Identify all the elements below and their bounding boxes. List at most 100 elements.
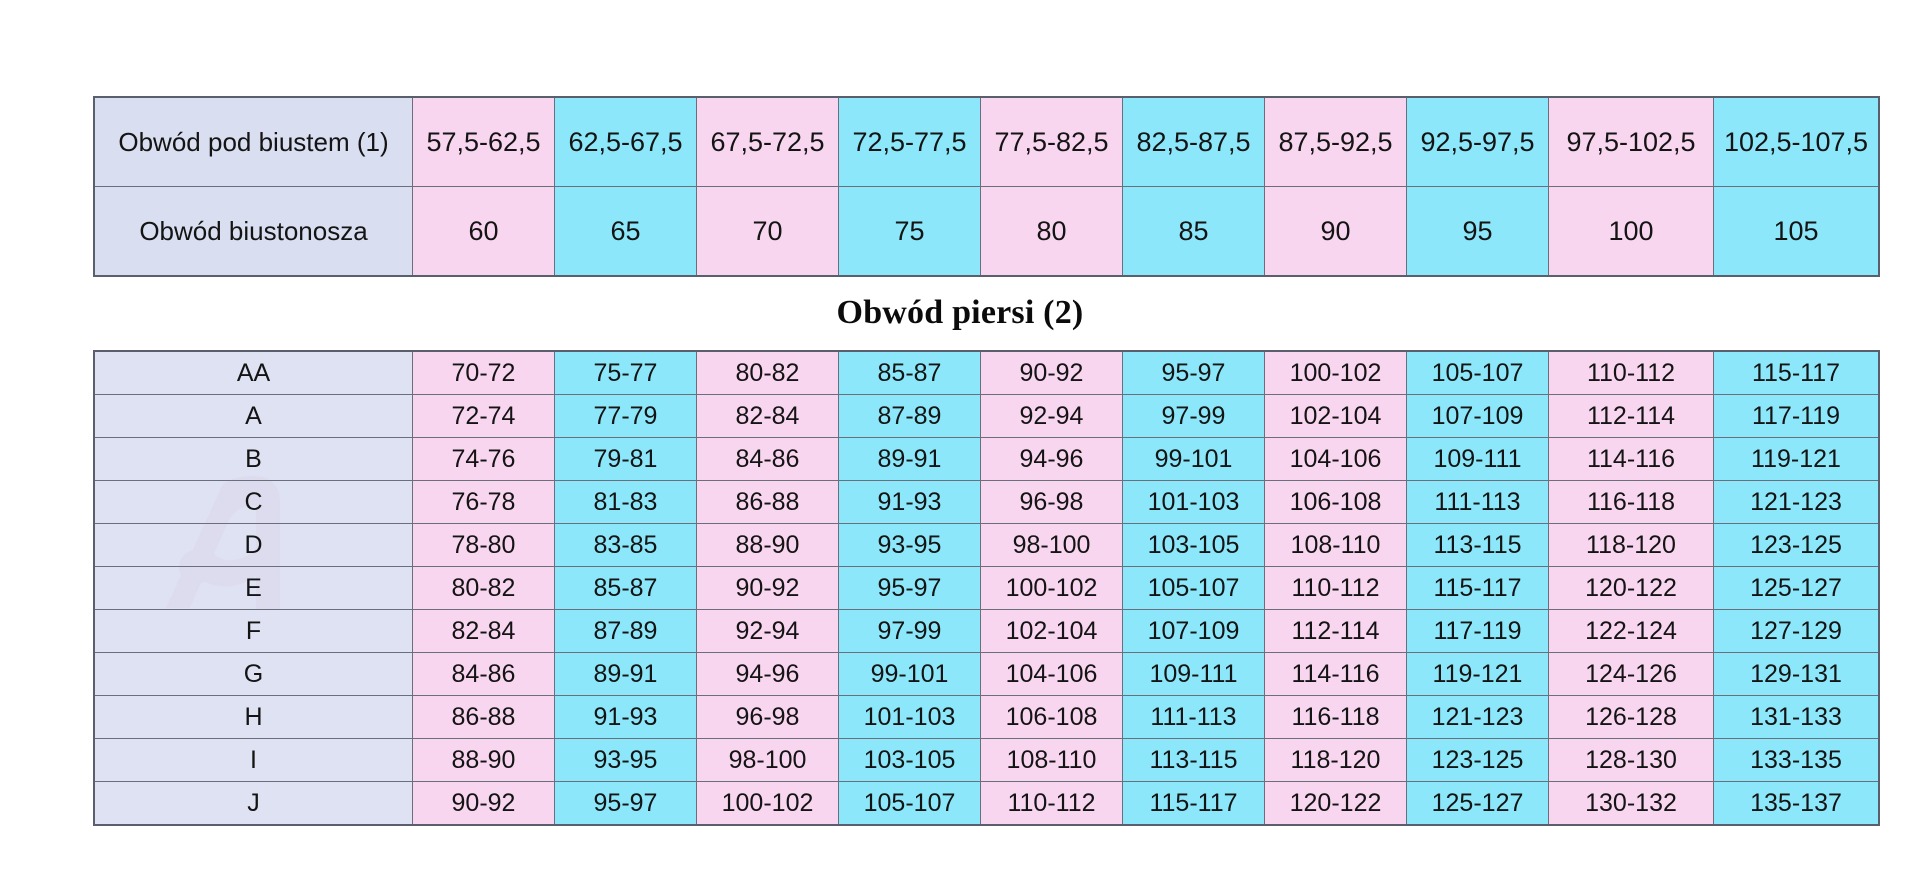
- bust-range-cell: 94-96: [696, 652, 839, 696]
- bust-range-cell: 102-104: [980, 609, 1123, 653]
- table-row: A 72-74 77-79 82-84 87-89 92-94 97-99 102-104 10…: [93, 394, 1880, 438]
- band-range-cell: 62,5-67,5: [554, 96, 697, 187]
- bust-range-cell: 75-77: [554, 350, 697, 395]
- bust-range-cell: 90-92: [980, 350, 1123, 395]
- bust-range-cell: 80-82: [696, 350, 839, 395]
- bust-range-cell: 125-127: [1713, 566, 1880, 610]
- bust-range-cell: 88-90: [412, 738, 555, 782]
- bust-range-cell: 116-118: [1264, 695, 1407, 739]
- underbust-band-table: Obwód pod biustem (1) 57,5-62,5 62,5-67,…: [93, 96, 1880, 277]
- bust-range-cell: 86-88: [412, 695, 555, 739]
- bust-range-cell: 89-91: [554, 652, 697, 696]
- bust-range-cell: 92-94: [980, 394, 1123, 438]
- bra-size-cell: 105: [1713, 186, 1880, 277]
- cup-size-label: H: [93, 695, 413, 739]
- bust-range-cell: 91-93: [838, 480, 981, 524]
- bust-range-cell: 129-131: [1713, 652, 1880, 696]
- bust-range-cell: 91-93: [554, 695, 697, 739]
- bust-range-cell: 99-101: [838, 652, 981, 696]
- bust-range-cell: 97-99: [1122, 394, 1265, 438]
- bust-range-cell: 102-104: [1264, 394, 1407, 438]
- bust-range-cell: 70-72: [412, 350, 555, 395]
- bust-range-cell: 117-119: [1713, 394, 1880, 438]
- bra-size-cell: 70: [696, 186, 839, 277]
- bra-size-cell: 75: [838, 186, 981, 277]
- bust-range-cell: 77-79: [554, 394, 697, 438]
- bust-range-cell: 74-76: [412, 437, 555, 481]
- bust-cup-table-wrapper: AA 70-72 75-77 80-82 85-87 90-92 95-97 100-102 1…: [93, 350, 1880, 826]
- bust-range-cell: 95-97: [1122, 350, 1265, 395]
- table-row: C 76-78 81-83 86-88 91-93 96-98 101-103 106-108…: [93, 480, 1880, 524]
- bust-range-cell: 99-101: [1122, 437, 1265, 481]
- bust-range-cell: 118-120: [1548, 523, 1714, 567]
- bust-range-cell: 95-97: [838, 566, 981, 610]
- bust-range-cell: 90-92: [412, 781, 555, 826]
- bust-range-cell: 111-113: [1406, 480, 1549, 524]
- bra-size-cell: 100: [1548, 186, 1714, 277]
- bust-range-cell: 113-115: [1406, 523, 1549, 567]
- cup-size-label: A: [93, 394, 413, 438]
- bust-range-cell: 86-88: [696, 480, 839, 524]
- table-row: AA 70-72 75-77 80-82 85-87 90-92 95-97 100-102 1…: [93, 350, 1880, 395]
- bust-range-cell: 79-81: [554, 437, 697, 481]
- row-label-bra-size: Obwód biustonosza: [93, 186, 413, 277]
- bust-range-cell: 110-112: [1548, 350, 1714, 395]
- table-row: F 82-84 87-89 92-94 97-99 102-104 107-109 112-1…: [93, 609, 1880, 653]
- bust-range-cell: 93-95: [554, 738, 697, 782]
- band-range-cell: 77,5-82,5: [980, 96, 1123, 187]
- bust-range-cell: 114-116: [1264, 652, 1407, 696]
- bra-size-cell: 95: [1406, 186, 1549, 277]
- bust-range-cell: 96-98: [696, 695, 839, 739]
- bust-range-cell: 93-95: [838, 523, 981, 567]
- bust-range-cell: 89-91: [838, 437, 981, 481]
- table-row: J 90-92 95-97 100-102 105-107 110-112 115-117 1…: [93, 781, 1880, 826]
- bust-range-cell: 109-111: [1406, 437, 1549, 481]
- band-range-cell: 97,5-102,5: [1548, 96, 1714, 187]
- bust-range-cell: 105-107: [1122, 566, 1265, 610]
- bust-range-cell: 81-83: [554, 480, 697, 524]
- bra-size-cell: 85: [1122, 186, 1265, 277]
- cup-size-label: G: [93, 652, 413, 696]
- bust-range-cell: 119-121: [1406, 652, 1549, 696]
- bust-range-cell: 100-102: [696, 781, 839, 826]
- bust-range-cell: 110-112: [980, 781, 1123, 826]
- bra-size-cell: 60: [412, 186, 555, 277]
- bust-range-cell: 84-86: [696, 437, 839, 481]
- bust-range-cell: 127-129: [1713, 609, 1880, 653]
- cup-size-label: D: [93, 523, 413, 567]
- table-row: E 80-82 85-87 90-92 95-97 100-102 105-107 110-1…: [93, 566, 1880, 610]
- band-range-cell: 102,5-107,5: [1713, 96, 1880, 187]
- bust-range-cell: 104-106: [1264, 437, 1407, 481]
- band-range-cell: 92,5-97,5: [1406, 96, 1549, 187]
- bust-range-cell: 100-102: [1264, 350, 1407, 395]
- bust-range-cell: 105-107: [1406, 350, 1549, 395]
- cup-size-label: E: [93, 566, 413, 610]
- bust-range-cell: 108-110: [980, 738, 1123, 782]
- bust-range-cell: 72-74: [412, 394, 555, 438]
- bust-range-cell: 119-121: [1713, 437, 1880, 481]
- bust-range-cell: 103-105: [838, 738, 981, 782]
- bra-size-cell: 80: [980, 186, 1123, 277]
- table-row: G 84-86 89-91 94-96 99-101 104-106 109-111 114-…: [93, 652, 1880, 696]
- bust-range-cell: 121-123: [1713, 480, 1880, 524]
- bust-range-cell: 125-127: [1406, 781, 1549, 826]
- bust-range-cell: 114-116: [1548, 437, 1714, 481]
- table-row: B 74-76 79-81 84-86 89-91 94-96 99-101 104-106 1…: [93, 437, 1880, 481]
- row-label-underbust: Obwód pod biustem (1): [93, 96, 413, 187]
- band-range-cell: 82,5-87,5: [1122, 96, 1265, 187]
- bust-range-cell: 103-105: [1122, 523, 1265, 567]
- band-range-cell: 67,5-72,5: [696, 96, 839, 187]
- table-row: Obwód pod biustem (1) 57,5-62,5 62,5-67,…: [93, 96, 1880, 187]
- bust-range-cell: 105-107: [838, 781, 981, 826]
- band-range-cell: 57,5-62,5: [412, 96, 555, 187]
- bust-range-cell: 133-135: [1713, 738, 1880, 782]
- bust-range-cell: 115-117: [1713, 350, 1880, 395]
- bust-range-cell: 106-108: [1264, 480, 1407, 524]
- bust-range-cell: 94-96: [980, 437, 1123, 481]
- bust-range-cell: 88-90: [696, 523, 839, 567]
- bust-range-cell: 117-119: [1406, 609, 1549, 653]
- bust-range-cell: 104-106: [980, 652, 1123, 696]
- bust-range-cell: 83-85: [554, 523, 697, 567]
- bra-size-cell: 90: [1264, 186, 1407, 277]
